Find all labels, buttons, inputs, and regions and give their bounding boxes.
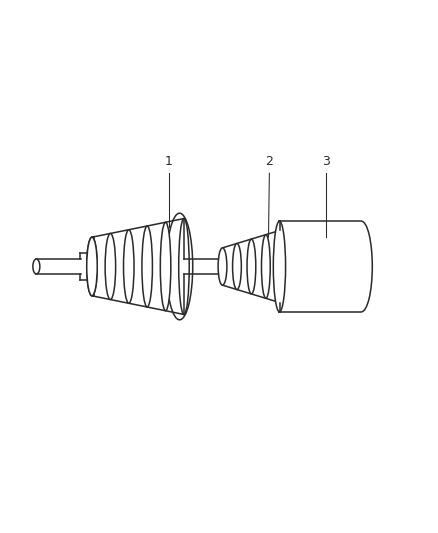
Ellipse shape: [276, 230, 285, 303]
Ellipse shape: [87, 237, 97, 296]
Text: 2: 2: [265, 155, 273, 168]
Ellipse shape: [233, 244, 241, 289]
Ellipse shape: [124, 230, 134, 303]
Text: 3: 3: [322, 155, 330, 168]
Ellipse shape: [142, 226, 152, 307]
Ellipse shape: [273, 221, 286, 312]
Text: 1: 1: [165, 155, 173, 168]
Ellipse shape: [218, 248, 227, 285]
Ellipse shape: [261, 235, 270, 298]
Ellipse shape: [160, 222, 171, 311]
Ellipse shape: [166, 213, 193, 320]
Ellipse shape: [33, 259, 40, 274]
Ellipse shape: [105, 233, 116, 300]
Ellipse shape: [87, 237, 97, 296]
Ellipse shape: [247, 239, 256, 294]
Ellipse shape: [179, 219, 189, 314]
